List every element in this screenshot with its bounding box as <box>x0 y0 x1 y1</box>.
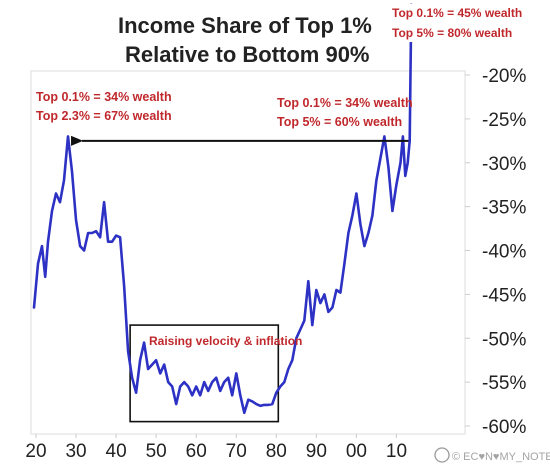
x-tick-label: 20 <box>25 441 46 462</box>
x-tick-label: 50 <box>146 441 167 462</box>
watermark-text: © EC♥N♥MY_NOTES <box>452 451 550 463</box>
y-tick-label: -45% <box>482 285 526 306</box>
annotation-line: Top 5% = 80% wealth <box>392 26 512 40</box>
x-tick-label: 40 <box>106 441 127 462</box>
y-tick-label: -60% <box>482 417 526 438</box>
x-tick-label: 00 <box>346 441 367 462</box>
annotation-line: Top 0.1% = 34% wealth <box>277 96 413 110</box>
y-axis: -20% -25% -30% -35% -40% -45% -50% -55% -60% <box>465 66 526 438</box>
series-line <box>32 3 413 415</box>
annotation-1920s: Top 0.1% = 34% wealth Top 2.3% = 67% wea… <box>36 90 172 123</box>
y-tick-label: -50% <box>482 329 526 350</box>
x-tick-label: 80 <box>266 441 287 462</box>
y-tick-label: -55% <box>482 373 526 394</box>
plot-frame <box>30 70 466 435</box>
period-highlight-box <box>129 324 280 423</box>
annotation-latest: Top 0.1% = 45% wealth Top 5% = 80% wealt… <box>388 4 548 42</box>
wechat-icon <box>434 447 450 463</box>
y-tick-label: -35% <box>482 198 526 219</box>
annotation-background <box>388 4 548 42</box>
annotation-line: Top 5% = 60% wealth <box>277 115 402 129</box>
annotation-2000s: Top 0.1% = 34% wealth Top 5% = 60% wealt… <box>277 96 413 129</box>
annotation-period-label: Raising velocity & inflation <box>149 334 302 348</box>
x-tick-label: 90 <box>306 441 327 462</box>
y-tick-label: -20% <box>482 66 526 87</box>
annotation-line: Top 0.1% = 45% wealth <box>392 6 522 20</box>
annotation-line: Top 2.3% = 67% wealth <box>36 109 172 123</box>
x-tick-label: 60 <box>186 441 207 462</box>
annotation-line: Top 0.1% = 34% wealth <box>36 90 172 104</box>
watermark: © EC♥N♥MY_NOTES <box>434 447 550 463</box>
x-tick-label: 30 <box>65 441 86 462</box>
x-tick-label: 70 <box>226 441 247 462</box>
chart-title-line-2: Relative to Bottom 90% <box>125 42 370 67</box>
chart-title-line-1: Income Share of Top 1% <box>118 13 372 38</box>
x-axis: 20 30 40 50 60 70 80 90 00 10 <box>25 434 407 462</box>
y-tick-label: -40% <box>482 242 526 263</box>
x-tick-label: 10 <box>386 441 407 462</box>
y-tick-label: -25% <box>482 110 526 131</box>
y-tick-label: -30% <box>482 154 526 175</box>
